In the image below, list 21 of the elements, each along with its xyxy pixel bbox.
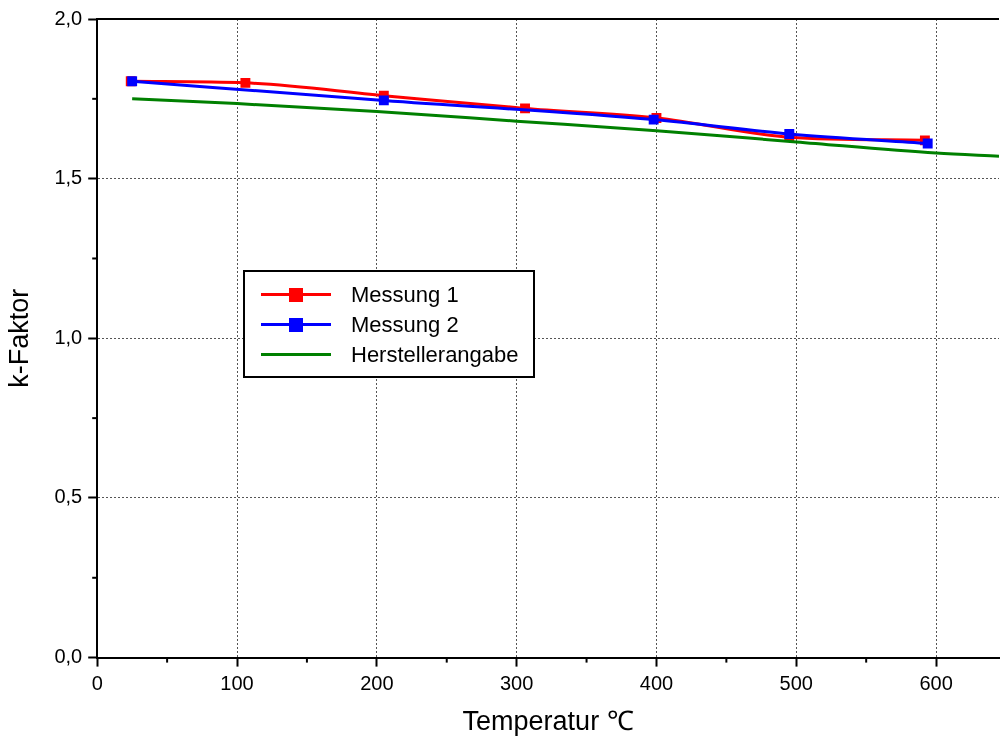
x-axis-title: Temperatur ℃ — [462, 706, 634, 737]
y-tick-label: 1,5 — [54, 166, 83, 189]
y-tick-label: 1,0 — [54, 325, 83, 348]
point — [784, 129, 795, 139]
x-tick-label: 400 — [639, 672, 674, 695]
line-series — [130, 97, 999, 158]
x-tick-label: 200 — [360, 672, 394, 695]
y-tick-label: 2,0 — [54, 6, 83, 29]
y-tick-label: 0,5 — [54, 485, 83, 508]
point — [378, 95, 389, 106]
x-tick-label: 100 — [220, 672, 254, 695]
x-tick-label: 0 — [91, 672, 103, 695]
legend-label: Herstellerangabe — [351, 342, 519, 368]
x-tick-label: 300 — [499, 672, 534, 695]
x-tick-label: 500 — [779, 672, 813, 695]
legend-label: Messung 2 — [351, 312, 459, 338]
x-tick-label: 600 — [919, 672, 953, 695]
point — [240, 77, 251, 88]
y-tick-label: 0,0 — [54, 645, 83, 668]
y-axis-title: k-Faktor — [3, 288, 34, 388]
legend-label: Messung 1 — [351, 282, 459, 308]
